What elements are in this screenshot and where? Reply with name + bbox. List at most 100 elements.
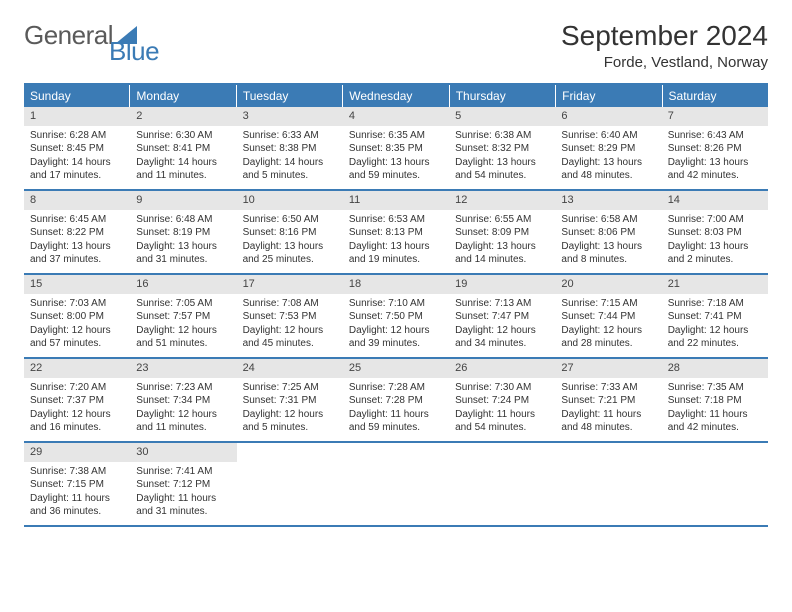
sunrise-line: Sunrise: 6:38 AM	[455, 129, 549, 143]
sunrise-line: Sunrise: 6:50 AM	[243, 213, 337, 227]
day-number: 15	[24, 275, 130, 294]
day-number-empty	[662, 443, 768, 462]
day-content: Sunrise: 7:00 AMSunset: 8:03 PMDaylight:…	[662, 210, 768, 272]
day-content: Sunrise: 7:35 AMSunset: 7:18 PMDaylight:…	[662, 378, 768, 440]
day-number: 13	[555, 191, 661, 210]
daylight-line: Daylight: 13 hours and 48 minutes.	[561, 156, 655, 183]
day-content: Sunrise: 6:58 AMSunset: 8:06 PMDaylight:…	[555, 210, 661, 272]
sunrise-line: Sunrise: 7:03 AM	[30, 297, 124, 311]
day-number: 2	[130, 107, 236, 126]
weekday-header: Friday	[556, 85, 662, 107]
day-cell: 13Sunrise: 6:58 AMSunset: 8:06 PMDayligh…	[555, 191, 661, 273]
sunset-line: Sunset: 8:16 PM	[243, 226, 337, 240]
day-number-empty	[237, 443, 343, 462]
day-content: Sunrise: 6:28 AMSunset: 8:45 PMDaylight:…	[24, 126, 130, 188]
day-cell: 2Sunrise: 6:30 AMSunset: 8:41 PMDaylight…	[130, 107, 236, 189]
sunrise-line: Sunrise: 7:15 AM	[561, 297, 655, 311]
day-number: 11	[343, 191, 449, 210]
day-cell: 6Sunrise: 6:40 AMSunset: 8:29 PMDaylight…	[555, 107, 661, 189]
day-cell: 30Sunrise: 7:41 AMSunset: 7:12 PMDayligh…	[130, 443, 236, 525]
daylight-line: Daylight: 11 hours and 42 minutes.	[668, 408, 762, 435]
sunrise-line: Sunrise: 6:58 AM	[561, 213, 655, 227]
day-number: 29	[24, 443, 130, 462]
day-content: Sunrise: 6:50 AMSunset: 8:16 PMDaylight:…	[237, 210, 343, 272]
sunset-line: Sunset: 8:32 PM	[455, 142, 549, 156]
sunset-line: Sunset: 8:26 PM	[668, 142, 762, 156]
sunset-line: Sunset: 7:31 PM	[243, 394, 337, 408]
day-content: Sunrise: 7:38 AMSunset: 7:15 PMDaylight:…	[24, 462, 130, 524]
day-cell: 19Sunrise: 7:13 AMSunset: 7:47 PMDayligh…	[449, 275, 555, 357]
sunset-line: Sunset: 8:13 PM	[349, 226, 443, 240]
daylight-line: Daylight: 11 hours and 59 minutes.	[349, 408, 443, 435]
day-content: Sunrise: 6:35 AMSunset: 8:35 PMDaylight:…	[343, 126, 449, 188]
day-number-empty	[555, 443, 661, 462]
daylight-line: Daylight: 12 hours and 28 minutes.	[561, 324, 655, 351]
day-cell: 9Sunrise: 6:48 AMSunset: 8:19 PMDaylight…	[130, 191, 236, 273]
day-content: Sunrise: 7:30 AMSunset: 7:24 PMDaylight:…	[449, 378, 555, 440]
day-cell: 25Sunrise: 7:28 AMSunset: 7:28 PMDayligh…	[343, 359, 449, 441]
day-number: 3	[237, 107, 343, 126]
day-number: 26	[449, 359, 555, 378]
day-content: Sunrise: 7:03 AMSunset: 8:00 PMDaylight:…	[24, 294, 130, 356]
day-cell: 26Sunrise: 7:30 AMSunset: 7:24 PMDayligh…	[449, 359, 555, 441]
week-row: 8Sunrise: 6:45 AMSunset: 8:22 PMDaylight…	[24, 191, 768, 275]
day-cell	[237, 443, 343, 525]
day-cell: 3Sunrise: 6:33 AMSunset: 8:38 PMDaylight…	[237, 107, 343, 189]
daylight-line: Daylight: 11 hours and 36 minutes.	[30, 492, 124, 519]
sunset-line: Sunset: 7:37 PM	[30, 394, 124, 408]
weekday-header: Wednesday	[343, 85, 449, 107]
sunset-line: Sunset: 8:38 PM	[243, 142, 337, 156]
week-row: 1Sunrise: 6:28 AMSunset: 8:45 PMDaylight…	[24, 107, 768, 191]
sunrise-line: Sunrise: 7:35 AM	[668, 381, 762, 395]
day-number: 14	[662, 191, 768, 210]
day-content: Sunrise: 6:45 AMSunset: 8:22 PMDaylight:…	[24, 210, 130, 272]
sunset-line: Sunset: 7:57 PM	[136, 310, 230, 324]
day-cell: 16Sunrise: 7:05 AMSunset: 7:57 PMDayligh…	[130, 275, 236, 357]
sunset-line: Sunset: 7:15 PM	[30, 478, 124, 492]
daylight-line: Daylight: 12 hours and 34 minutes.	[455, 324, 549, 351]
day-number: 20	[555, 275, 661, 294]
sunset-line: Sunset: 7:28 PM	[349, 394, 443, 408]
sunrise-line: Sunrise: 7:20 AM	[30, 381, 124, 395]
day-content: Sunrise: 6:55 AMSunset: 8:09 PMDaylight:…	[449, 210, 555, 272]
daylight-line: Daylight: 12 hours and 16 minutes.	[30, 408, 124, 435]
day-content: Sunrise: 6:33 AMSunset: 8:38 PMDaylight:…	[237, 126, 343, 188]
weekday-header: Sunday	[24, 85, 130, 107]
day-content: Sunrise: 7:18 AMSunset: 7:41 PMDaylight:…	[662, 294, 768, 356]
daylight-line: Daylight: 14 hours and 17 minutes.	[30, 156, 124, 183]
daylight-line: Daylight: 13 hours and 59 minutes.	[349, 156, 443, 183]
day-content: Sunrise: 7:41 AMSunset: 7:12 PMDaylight:…	[130, 462, 236, 524]
day-content: Sunrise: 7:15 AMSunset: 7:44 PMDaylight:…	[555, 294, 661, 356]
sunrise-line: Sunrise: 6:55 AM	[455, 213, 549, 227]
day-cell: 17Sunrise: 7:08 AMSunset: 7:53 PMDayligh…	[237, 275, 343, 357]
sunset-line: Sunset: 7:50 PM	[349, 310, 443, 324]
sunrise-line: Sunrise: 7:18 AM	[668, 297, 762, 311]
day-cell: 7Sunrise: 6:43 AMSunset: 8:26 PMDaylight…	[662, 107, 768, 189]
sunset-line: Sunset: 8:41 PM	[136, 142, 230, 156]
sunset-line: Sunset: 8:22 PM	[30, 226, 124, 240]
day-cell: 10Sunrise: 6:50 AMSunset: 8:16 PMDayligh…	[237, 191, 343, 273]
daylight-line: Daylight: 11 hours and 48 minutes.	[561, 408, 655, 435]
day-content: Sunrise: 6:38 AMSunset: 8:32 PMDaylight:…	[449, 126, 555, 188]
day-content: Sunrise: 7:08 AMSunset: 7:53 PMDaylight:…	[237, 294, 343, 356]
day-number: 5	[449, 107, 555, 126]
day-cell: 21Sunrise: 7:18 AMSunset: 7:41 PMDayligh…	[662, 275, 768, 357]
day-number: 21	[662, 275, 768, 294]
day-cell: 20Sunrise: 7:15 AMSunset: 7:44 PMDayligh…	[555, 275, 661, 357]
daylight-line: Daylight: 13 hours and 37 minutes.	[30, 240, 124, 267]
day-number: 16	[130, 275, 236, 294]
day-cell: 28Sunrise: 7:35 AMSunset: 7:18 PMDayligh…	[662, 359, 768, 441]
daylight-line: Daylight: 13 hours and 42 minutes.	[668, 156, 762, 183]
daylight-line: Daylight: 14 hours and 11 minutes.	[136, 156, 230, 183]
sunset-line: Sunset: 7:24 PM	[455, 394, 549, 408]
day-content: Sunrise: 7:05 AMSunset: 7:57 PMDaylight:…	[130, 294, 236, 356]
week-row: 22Sunrise: 7:20 AMSunset: 7:37 PMDayligh…	[24, 359, 768, 443]
daylight-line: Daylight: 12 hours and 22 minutes.	[668, 324, 762, 351]
sunrise-line: Sunrise: 6:35 AM	[349, 129, 443, 143]
day-number: 28	[662, 359, 768, 378]
sunrise-line: Sunrise: 7:08 AM	[243, 297, 337, 311]
day-content: Sunrise: 6:53 AMSunset: 8:13 PMDaylight:…	[343, 210, 449, 272]
sunset-line: Sunset: 8:29 PM	[561, 142, 655, 156]
daylight-line: Daylight: 13 hours and 54 minutes.	[455, 156, 549, 183]
day-content: Sunrise: 7:33 AMSunset: 7:21 PMDaylight:…	[555, 378, 661, 440]
